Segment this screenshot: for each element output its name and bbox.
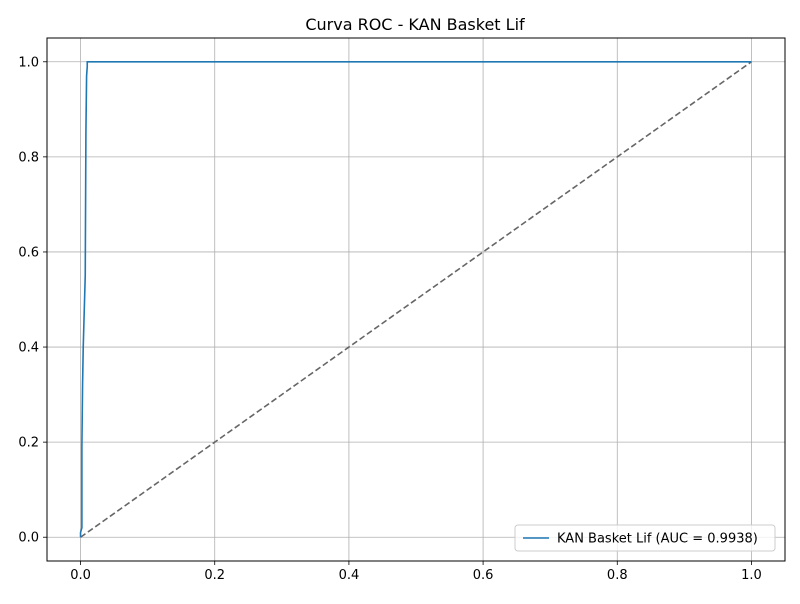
y-tick-label: 1.0	[18, 55, 39, 70]
y-tick-label: 0.2	[18, 436, 39, 451]
x-tick-label: 0.4	[339, 568, 360, 583]
legend-box	[514, 524, 776, 552]
x-tick-label: 0.0	[70, 568, 91, 583]
reference-diagonal	[80, 61, 752, 538]
legend-label: KAN Basket Lif (AUC = 0.9938)	[557, 532, 758, 547]
chart-title: Curva ROC - KAN Basket Lif	[305, 15, 525, 34]
plot-frame	[46, 37, 786, 562]
roc-series	[79, 60, 752, 538]
legend: KAN Basket Lif (AUC = 0.9938)	[514, 524, 776, 552]
x-tick-label: 0.6	[473, 568, 494, 583]
y-tick-label: 0.6	[18, 245, 39, 260]
y-axis-ticks: 0.0 0.2 0.4 0.6 0.8 1.0	[18, 55, 47, 546]
roc-curve-line	[79, 60, 752, 538]
y-tick-label: 0.4	[18, 341, 39, 356]
y-tick-label: 0.0	[18, 531, 39, 546]
x-tick-label: 0.2	[204, 568, 225, 583]
chance-diagonal-line	[80, 61, 752, 538]
x-tick-label: 1.0	[741, 568, 762, 583]
x-axis-ticks: 0.0 0.2 0.4 0.6 0.8 1.0	[70, 561, 762, 583]
x-tick-label: 0.8	[607, 568, 628, 583]
y-tick-label: 0.8	[18, 150, 39, 165]
